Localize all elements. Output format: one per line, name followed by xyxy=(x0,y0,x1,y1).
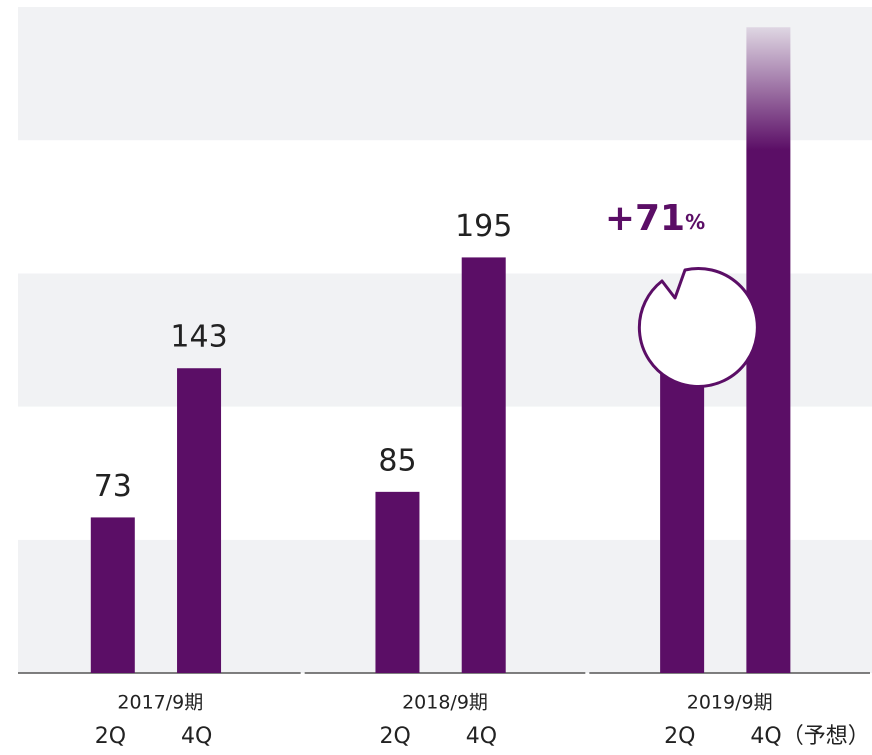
value-label: 73 xyxy=(94,469,132,504)
bar xyxy=(90,517,135,673)
x-tick-label: 2Q xyxy=(95,724,126,749)
bar xyxy=(660,363,705,673)
grid-band xyxy=(18,539,872,673)
speech-bubble xyxy=(637,266,759,388)
value-label: 143 xyxy=(170,320,227,355)
marks: 2017/9期 2018/9期 2019/9期 2Q 73 4Q 143 2Q 85 4Q 195 2… xyxy=(18,27,870,749)
x-tick-label: 4Q xyxy=(181,724,212,749)
bar xyxy=(375,491,420,673)
annotation-unit: % xyxy=(685,210,705,234)
group-label: 2017/9期 xyxy=(117,692,203,714)
group-label: 2019/9期 xyxy=(687,692,773,714)
value-label: 85 xyxy=(378,443,416,478)
x-tick-label: 2Q xyxy=(379,724,410,749)
grid-band xyxy=(18,140,872,274)
bar xyxy=(461,257,506,673)
x-tick-label: 4Q（予想） xyxy=(750,724,869,749)
x-tick-label: 4Q xyxy=(466,724,497,749)
annotation: +71% xyxy=(605,198,705,239)
value-label: 195 xyxy=(455,209,512,244)
bands xyxy=(18,7,872,673)
bar xyxy=(177,368,222,673)
annotation-value: +71 xyxy=(605,198,685,239)
grid-band xyxy=(18,7,872,141)
group-label: 2018/9期 xyxy=(402,692,488,714)
x-tick-label: 2Q xyxy=(664,724,695,749)
grid-band xyxy=(18,406,872,540)
